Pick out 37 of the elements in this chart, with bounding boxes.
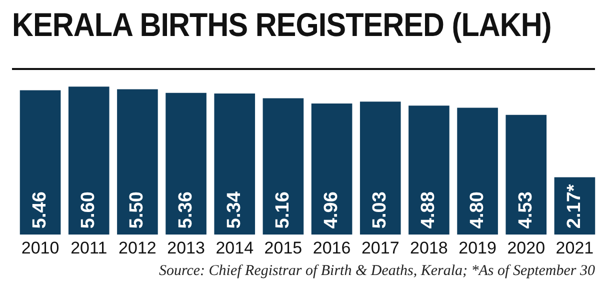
x-tick-label: 2017 — [361, 238, 400, 258]
data-label: 4.53 — [515, 192, 536, 229]
data-label: 5.36 — [175, 192, 196, 229]
source-note: Source: Chief Registrar of Birth & Deaths, Kerala; *As of September 30 — [158, 263, 595, 280]
x-tick-label: 2014 — [216, 238, 254, 258]
data-label: 4.96 — [321, 192, 342, 229]
x-tick-label: 2013 — [167, 238, 205, 258]
x-tick-label: 2011 — [70, 238, 108, 258]
bar — [166, 92, 206, 235]
bar — [360, 102, 401, 235]
x-tick-label: 2012 — [118, 238, 156, 258]
data-label: 5.16 — [272, 192, 294, 229]
x-tick-label: 2016 — [312, 238, 351, 258]
data-label: 5.46 — [30, 192, 51, 229]
x-tick-label: 2015 — [264, 238, 302, 258]
bar — [20, 90, 61, 235]
chart-title: KERALA BIRTHS REGISTERED (LAKH) — [12, 6, 552, 44]
data-label: 5.50 — [126, 192, 148, 229]
x-tick-label: 2019 — [458, 238, 496, 258]
x-tick-label: 2018 — [410, 238, 448, 258]
data-label: 5.03 — [370, 192, 391, 229]
bar — [311, 103, 352, 235]
data-label: 4.88 — [418, 192, 440, 229]
x-tick-label: 2020 — [507, 238, 546, 258]
data-label: 2.17* — [564, 184, 585, 229]
data-label: 4.80 — [466, 192, 488, 229]
bar — [457, 108, 498, 235]
bar — [214, 93, 256, 235]
bar — [117, 89, 158, 235]
bar — [506, 114, 547, 235]
x-tick-label: 2021 — [556, 238, 594, 258]
data-label: 5.60 — [78, 192, 100, 229]
x-tick-label: 2010 — [21, 238, 60, 258]
bar — [262, 98, 304, 235]
bar — [68, 86, 110, 235]
bar — [408, 106, 450, 235]
data-label: 5.34 — [224, 191, 245, 229]
